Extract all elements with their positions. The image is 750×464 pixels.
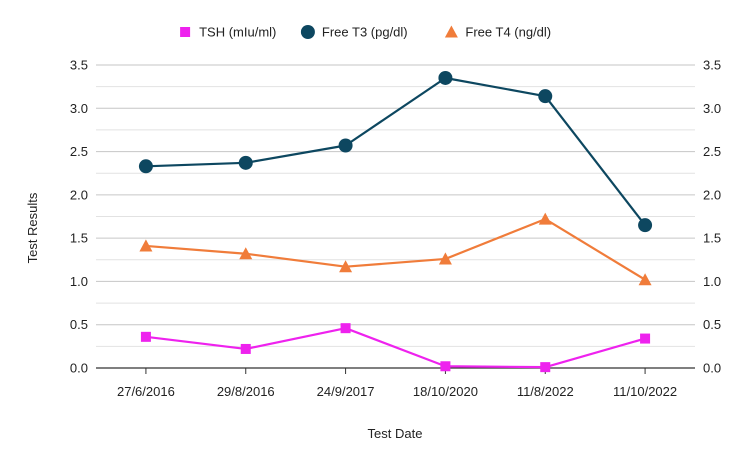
y2-tick-label: 3.5 [703, 58, 721, 73]
series-line-free-t4 [145, 217, 646, 281]
legend-label-tsh: TSH (mIu/ml) [199, 25, 276, 40]
x-tick-label: 11/10/2022 [613, 384, 677, 399]
data-point-free-t3 [638, 218, 653, 233]
y-tick-label: 2.0 [70, 187, 88, 202]
y2-tick-label: 0.5 [703, 317, 721, 332]
y-tick-label: 0.0 [70, 361, 88, 376]
y2-tick-label: 1.0 [703, 274, 721, 289]
x-axis-title: Test Date [368, 426, 423, 441]
data-point-free-t4 [638, 273, 652, 286]
legend-item-free-t3: Free T3 (pg/dl) [300, 25, 408, 40]
y-tick-label: 0.5 [70, 317, 88, 332]
legend-marker-tsh [180, 27, 191, 37]
data-point-tsh [140, 331, 151, 342]
y2-tick-label: 1.5 [703, 231, 721, 246]
data-point-free-t4 [438, 252, 452, 265]
legend-item-free-t4: Free T4 (ng/dl) [444, 25, 551, 40]
x-tick-label: 29/8/2016 [217, 384, 275, 399]
series-tsh [140, 323, 651, 373]
data-point-tsh [640, 333, 651, 344]
legend-marker-free-t3 [300, 25, 315, 39]
series-free-t4 [139, 212, 652, 286]
data-point-free-t3 [538, 89, 553, 104]
axes: 0.0 0.5 1.0 1.5 2.0 2.5 3.0 3.5 0.0 0.5 1.0 1.5 2.0 2… [70, 58, 721, 400]
data-point-tsh [240, 343, 251, 354]
data-point-free-t4 [538, 212, 552, 225]
legend-item-tsh: TSH (mIu/ml) [180, 25, 276, 40]
series-layer [138, 70, 653, 373]
series-line-tsh [145, 327, 646, 369]
data-point-free-t3 [338, 138, 353, 153]
data-point-free-t3 [138, 159, 153, 174]
legend-label-free-t3: Free T3 (pg/dl) [322, 25, 408, 40]
data-point-tsh [440, 361, 451, 372]
x-tick-label: 18/10/2020 [413, 384, 478, 399]
y-tick-label: 3.5 [70, 58, 88, 73]
x-tick-label: 24/9/2017 [317, 384, 375, 399]
data-point-free-t4 [239, 247, 253, 260]
legend-label-free-t4: Free T4 (ng/dl) [465, 25, 551, 40]
y-tick-label: 2.5 [70, 144, 88, 159]
gridlines [96, 64, 695, 347]
y2-tick-label: 0.0 [703, 361, 721, 376]
y2-tick-label: 2.5 [703, 144, 721, 159]
x-tick-label: 11/8/2022 [517, 384, 574, 399]
series-line-free-t3 [145, 76, 646, 226]
y2-tick-label: 3.0 [703, 101, 721, 116]
legend-marker-free-t4 [444, 25, 458, 38]
data-point-tsh [540, 362, 551, 373]
series-free-t3 [138, 70, 653, 233]
y-tick-label: 1.0 [70, 274, 88, 289]
y-tick-label: 1.5 [70, 231, 88, 246]
data-point-free-t4 [339, 260, 353, 273]
data-point-free-t3 [438, 70, 453, 85]
y-tick-label: 3.0 [70, 101, 88, 116]
y-axis-title: Test Results [25, 192, 40, 263]
data-point-free-t4 [139, 239, 153, 252]
x-tick-label: 27/6/2016 [117, 384, 175, 399]
data-point-free-t3 [238, 155, 253, 170]
data-point-tsh [340, 323, 351, 334]
y2-tick-label: 2.0 [703, 187, 721, 202]
legend: TSH (mIu/ml) Free T3 (pg/dl) Free T4 (ng/d… [180, 25, 551, 40]
